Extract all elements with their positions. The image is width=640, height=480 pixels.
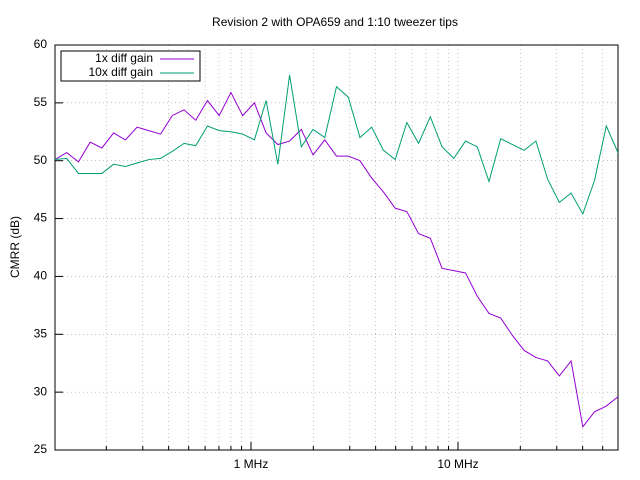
y-tick-label: 45: [34, 211, 48, 225]
y-tick-label: 30: [34, 384, 48, 398]
legend-label: 1x diff gain: [95, 51, 153, 65]
y-tick-label: 55: [34, 95, 48, 109]
y-tick-label: 25: [34, 442, 48, 456]
y-tick-label: 35: [34, 326, 48, 340]
series-line: [54, 75, 619, 216]
y-tick-label: 40: [34, 269, 48, 283]
y-tick-label: 60: [34, 37, 48, 51]
y-tick-label: 50: [34, 153, 48, 167]
series-line: [54, 91, 619, 429]
chart-title: Revision 2 with OPA659 and 1:10 tweezer …: [212, 15, 458, 29]
y-axis-label: CMRR (dB): [8, 216, 22, 278]
legend-label: 10x diff gain: [89, 65, 154, 79]
legend-box: [60, 50, 201, 82]
x-tick-label: 10 MHz: [437, 457, 478, 471]
x-tick-label: 1 MHz: [234, 457, 269, 471]
plot-frame: [54, 44, 619, 451]
